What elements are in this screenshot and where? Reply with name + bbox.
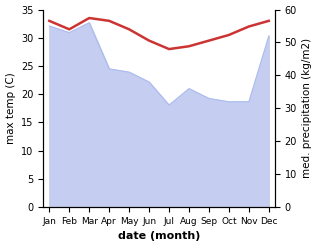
Y-axis label: med. precipitation (kg/m2): med. precipitation (kg/m2) (302, 38, 313, 178)
Y-axis label: max temp (C): max temp (C) (5, 72, 16, 144)
X-axis label: date (month): date (month) (118, 231, 200, 242)
